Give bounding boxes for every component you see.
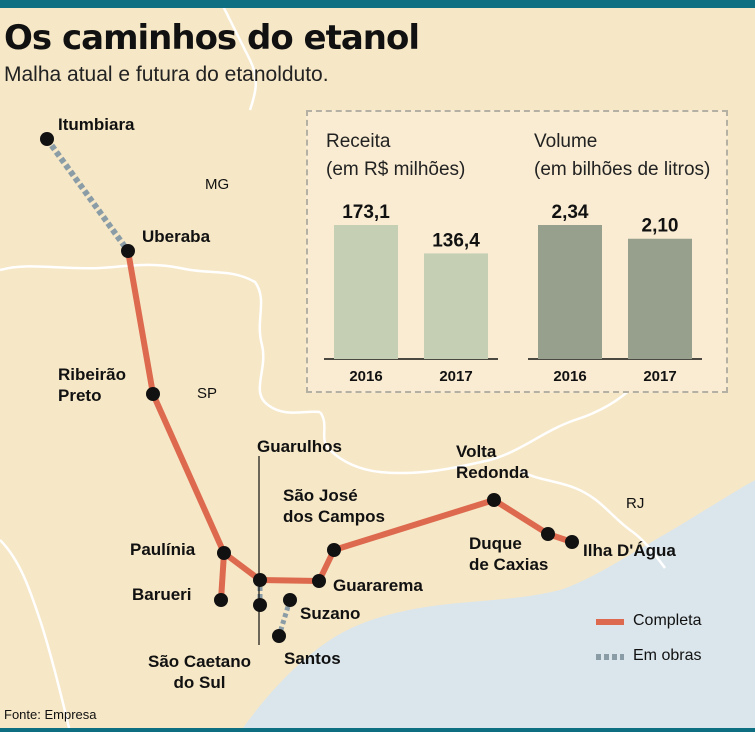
source-note: Fonte: Empresa — [4, 707, 97, 722]
station-dot-itumbiara — [40, 132, 54, 146]
legend-label-em-obras: Em obras — [633, 647, 702, 664]
city-label-sao-jose-dos-campos: São José dos Campos — [283, 485, 385, 527]
sea — [240, 480, 755, 732]
volume-category-label-2017: 2017 — [643, 368, 676, 385]
city-label-ilha-dagua: Ilha D'Água — [583, 541, 676, 560]
city-label-line: São José — [283, 486, 358, 505]
station-dot-sao-caetano — [253, 598, 267, 612]
station-dot-uberaba — [121, 244, 135, 258]
city-label-barueri: Barueri — [132, 585, 192, 604]
state-border — [0, 263, 321, 414]
city-label-line: Preto — [58, 386, 102, 405]
receita-bar-2016 — [334, 225, 398, 359]
city-label-line: dos Campos — [283, 507, 386, 526]
state-border — [218, 0, 257, 111]
chart-subtitle: (em R$ milhões) — [326, 159, 466, 180]
receita-category-label-2016: 2016 — [349, 368, 382, 385]
city-label-ribeirao-preto: Ribeirão Preto — [58, 364, 126, 406]
city-label-itumbiara: Itumbiara — [58, 115, 135, 134]
state-border — [0, 539, 72, 732]
volume-bar-2016 — [538, 225, 602, 359]
city-label-paulinia: Paulínia — [130, 540, 196, 559]
chart-title: Receita — [326, 131, 391, 152]
state-label-mg: MG — [205, 176, 230, 193]
station-dot-paulinia — [217, 546, 231, 560]
city-label-line: Volta — [456, 442, 497, 461]
station-dot-volta-redonda — [487, 493, 501, 507]
city-label-sao-caetano-do-sul: São Caetano do Sul — [148, 651, 251, 693]
station-dot-santos — [272, 629, 286, 643]
legend-swatch-completa — [596, 619, 624, 625]
chart-title: Volume — [534, 131, 598, 152]
city-label-duque-de-caxias: Duque de Caxias — [469, 533, 548, 575]
volume-chart-title: Volume (em bilhões de litros) — [534, 128, 710, 184]
station-dot-ilha-dagua — [565, 535, 579, 549]
legend-label-completa: Completa — [633, 612, 702, 629]
volume-value-label-2016: 2,34 — [552, 202, 589, 223]
city-label-line: São Caetano — [148, 652, 251, 671]
route-em-obras — [44, 137, 131, 253]
city-label-volta-redonda: Volta Redonda — [456, 441, 529, 483]
receita-value-label-2017: 136,4 — [432, 230, 480, 251]
page-subtitle: Malha atual e futura do etanolduto. — [4, 63, 329, 86]
volume-bar-2017 — [628, 238, 692, 359]
state-border — [318, 384, 636, 475]
city-label-uberaba: Uberaba — [142, 227, 211, 246]
bottom-bar — [0, 728, 755, 732]
city-label-line: do Sul — [173, 673, 226, 692]
station-dot-suzano — [283, 593, 297, 607]
station-dot-sao-jose — [327, 543, 341, 557]
receita-bar-2017 — [424, 253, 488, 359]
city-label-line: Ribeirão — [58, 365, 127, 384]
city-label-santos: Santos — [284, 649, 341, 668]
state-label-rj: RJ — [626, 495, 645, 512]
station-dot-duque-de-caxias — [541, 527, 555, 541]
receita-category-label-2017: 2017 — [439, 368, 472, 385]
station-dot-ribeirao-preto — [146, 387, 160, 401]
receita-value-label-2016: 173,1 — [342, 202, 390, 223]
city-label-suzano: Suzano — [300, 604, 361, 623]
state-label-sp: SP — [197, 385, 218, 402]
route-completa — [218, 552, 227, 601]
bar-charts: 173,1 2016 136,4 2017 2,34 2016 2,10 2017 — [324, 202, 702, 385]
volume-category-label-2016: 2016 — [553, 368, 586, 385]
city-label-guarulhos: Guarulhos — [257, 437, 343, 456]
chart-subtitle: (em bilhões de litros) — [534, 159, 711, 180]
station-dot-guarulhos — [253, 573, 267, 587]
city-label-guararema: Guararema — [333, 576, 423, 595]
station-dot-guararema — [312, 574, 326, 588]
city-label-line: de Caxias — [469, 555, 549, 574]
top-bar — [0, 0, 755, 8]
receita-chart-title: Receita (em R$ milhões) — [326, 128, 465, 184]
city-label-line: Duque — [469, 534, 522, 553]
bar-charts-panel: Receita (em R$ milhões) Volume (em bilhõ… — [306, 110, 728, 393]
city-label-line: Redonda — [456, 463, 529, 482]
station-dot-barueri — [214, 593, 228, 607]
state-border — [519, 468, 666, 569]
volume-value-label-2017: 2,10 — [642, 216, 679, 237]
legend-swatch-em-obras — [596, 654, 624, 660]
page-title: Os caminhos do etanol — [4, 18, 420, 58]
